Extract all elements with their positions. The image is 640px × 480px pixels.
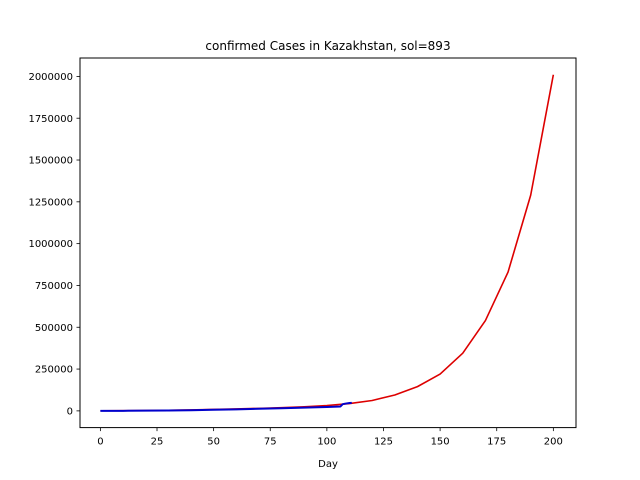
y-tick-label: 2000000	[28, 72, 73, 83]
x-tick-label: 50	[207, 437, 220, 448]
y-tick-label: 1750000	[28, 114, 73, 125]
chart-title: confirmed Cases in Kazakhstan, sol=893	[205, 39, 450, 53]
y-tick-label: 1000000	[28, 239, 73, 250]
x-tick-label: 0	[97, 437, 103, 448]
x-tick-label: 25	[151, 437, 164, 448]
y-tick-label: 1250000	[28, 197, 73, 208]
x-axis-label: Day	[318, 459, 338, 470]
y-tick-label: 750000	[35, 281, 73, 292]
x-tick-label: 75	[264, 437, 277, 448]
x-tick-label: 200	[544, 437, 563, 448]
x-tick-label: 150	[431, 437, 450, 448]
x-tick-label: 125	[374, 437, 393, 448]
x-tick-label: 100	[317, 437, 336, 448]
fitted-series-line	[100, 74, 555, 412]
x-axis: 0 25 50 75 100 125 150 175 200	[97, 427, 563, 448]
y-tick-label: 0	[67, 406, 73, 417]
observed-series-line	[100, 401, 352, 412]
y-tick-label: 1500000	[28, 156, 73, 167]
series-layer	[100, 74, 555, 412]
y-axis: 0 250000 500000 750000 1000000 1250000 1500000…	[28, 72, 80, 417]
y-tick-label: 250000	[35, 365, 73, 376]
x-tick-label: 175	[487, 437, 506, 448]
y-tick-label: 500000	[35, 323, 73, 334]
plot-frame	[79, 57, 577, 429]
